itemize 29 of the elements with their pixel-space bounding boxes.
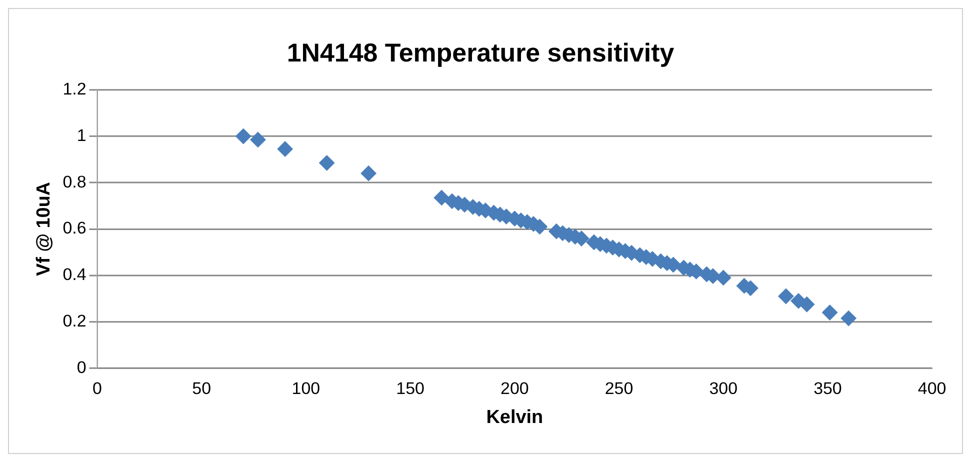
y-tick-label: 0	[76, 358, 86, 377]
y-tick-label: 0.4	[62, 265, 86, 284]
x-tick-label: 50	[192, 378, 212, 398]
y-tick-label: 0.8	[62, 172, 86, 192]
point	[822, 304, 838, 320]
x-tick-label: 300	[709, 378, 738, 398]
x-tick-label: 0	[92, 378, 102, 398]
y-axis-title: Vf @ 10uA	[34, 182, 55, 276]
point	[840, 310, 857, 326]
point	[360, 165, 377, 182]
point	[277, 141, 294, 157]
point	[318, 154, 335, 171]
x-axis-title: Kelvin	[486, 406, 544, 428]
x-tick-label: 150	[396, 378, 424, 398]
y-tick-label: 1.2	[62, 80, 86, 98]
x-tick-label: 100	[292, 378, 320, 398]
point	[235, 128, 252, 144]
point	[715, 270, 732, 286]
x-tick-label: 250	[604, 378, 634, 398]
point	[434, 190, 450, 206]
x-tick-label: 350	[814, 378, 842, 398]
y-tick-label: 1	[76, 126, 86, 145]
chart-title: 1N4148 Temperature sensitivity	[286, 40, 675, 68]
point	[250, 132, 266, 148]
y-tick-label: 0.2	[62, 311, 86, 330]
y-tick-label: 0.6	[62, 218, 86, 238]
x-tick-label: 400	[918, 378, 946, 398]
point	[778, 288, 794, 304]
x-tick-label: 200	[500, 378, 529, 398]
